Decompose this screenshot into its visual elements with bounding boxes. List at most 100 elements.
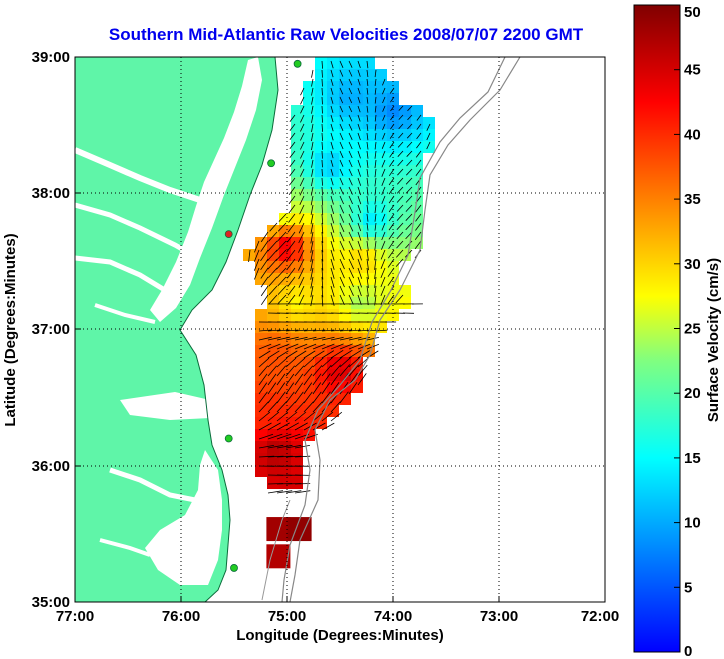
velocity-cell (363, 129, 375, 141)
velocity-arrow (311, 177, 314, 187)
velocity-cell (351, 201, 363, 213)
velocity-arrow (276, 391, 286, 404)
velocity-arrow (300, 87, 305, 96)
velocity-arrow (330, 69, 334, 78)
velocity-cell (327, 249, 339, 261)
velocity-cell (399, 165, 411, 177)
velocity-cell (327, 333, 339, 345)
velocity-arrow (366, 177, 369, 187)
velocity-arrow (388, 240, 395, 250)
velocity-arrow (312, 365, 323, 377)
velocity-arrow (405, 213, 413, 221)
gridlines (75, 57, 605, 602)
velocity-cell (267, 369, 279, 381)
velocity-arrow (277, 276, 287, 287)
velocity-arrow (366, 168, 369, 178)
velocity-arrow (374, 240, 377, 251)
coastline (179, 57, 279, 602)
velocity-arrow (348, 336, 362, 341)
velocity-arrow (321, 294, 324, 307)
velocity-arrow (416, 123, 422, 130)
velocity-cell (315, 297, 327, 309)
velocity-arrow (330, 177, 334, 186)
velocity-arrow (321, 382, 331, 395)
velocity-arrow (321, 249, 324, 262)
velocity-cell (363, 105, 375, 117)
velocity-arrow (258, 422, 272, 431)
velocity-cell (327, 201, 339, 213)
velocity-cell (339, 393, 351, 405)
velocity-arrow (380, 276, 386, 288)
velocity-arrow (366, 60, 369, 69)
velocity-arrow (348, 141, 353, 150)
chesapeake-bay (150, 57, 262, 322)
velocity-arrow (321, 177, 323, 186)
velocity-arrow (374, 96, 377, 104)
velocity-cell (303, 189, 315, 201)
velocity-arrow (415, 168, 422, 177)
velocity-cell (375, 117, 387, 129)
velocity-arrow (300, 114, 305, 123)
velocity-arrow (321, 87, 323, 96)
velocity-arrow (374, 168, 377, 178)
velocity-cell (339, 285, 351, 297)
velocity-cell (315, 201, 327, 213)
velocity-arrow (357, 168, 361, 177)
velocity-arrow (381, 159, 386, 168)
velocity-arrow (312, 401, 323, 413)
velocity-cell (363, 297, 375, 309)
velocity-arrow (311, 141, 314, 151)
velocity-arrow (311, 159, 314, 168)
velocity-arrow (258, 357, 270, 368)
velocity-arrow (381, 150, 386, 159)
velocity-arrow (390, 114, 395, 121)
velocity-arrow (396, 204, 404, 212)
velocity-arrow (357, 276, 362, 288)
velocity-arrow (288, 204, 296, 214)
velocity-cell (387, 141, 399, 153)
velocity-cell (375, 273, 387, 285)
velocity-arrow (294, 382, 304, 395)
colorbar-tick-label: 15 (684, 450, 701, 467)
velocity-arrow (339, 231, 345, 242)
velocity-cell (339, 309, 351, 321)
velocity-cell (339, 69, 351, 81)
velocity-arrow (287, 285, 296, 296)
velocity-cell (327, 57, 339, 69)
velocity-arrow (330, 195, 334, 205)
velocity-cell (363, 81, 375, 93)
velocity-arrow (339, 267, 345, 279)
velocity-cell (375, 201, 387, 213)
velocity-arrow (289, 141, 296, 150)
velocity-arrow (321, 364, 332, 377)
velocity-arrow (321, 222, 324, 234)
velocity-arrow (312, 391, 322, 404)
velocity-cell (351, 69, 363, 81)
velocity-arrow (289, 132, 296, 141)
velocity-cell (291, 225, 303, 237)
velocity-arrow (357, 329, 370, 332)
velocity-cell (411, 201, 423, 213)
velocity-arrow (382, 96, 386, 104)
velocity-cell (387, 81, 399, 93)
velocity-arrow (267, 240, 278, 252)
velocity-arrow (289, 168, 296, 177)
velocity-arrow (321, 329, 335, 332)
velocity-arrow (366, 150, 369, 159)
velocity-cell (351, 213, 363, 225)
velocity-cell (339, 249, 351, 261)
velocity-arrow (366, 240, 369, 251)
velocity-cell (351, 105, 363, 117)
velocity-cell (363, 141, 375, 153)
velocity-arrow (405, 186, 413, 194)
velocity-arrow (289, 123, 296, 132)
velocity-arrow (248, 249, 251, 263)
velocity-cell (303, 153, 315, 165)
velocity-cell (339, 81, 351, 93)
velocity-arrow (321, 357, 333, 368)
velocity-cell (399, 153, 411, 165)
velocity-cell (279, 285, 291, 297)
velocity-arrow (395, 258, 404, 267)
velocity-cell (291, 417, 303, 429)
